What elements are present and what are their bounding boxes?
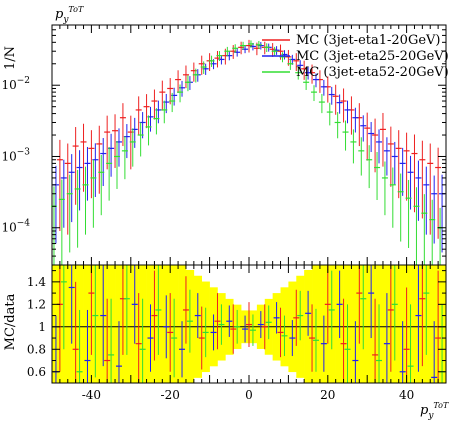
main-y-axis: 10−4 10−3 10−2 [1,24,446,266]
x-tick-label: 40 [399,388,414,402]
ratio-y-tick-label: 0.6 [27,365,46,379]
y-tick-label: 10−2 [1,76,30,92]
ratio-series-3-points [60,265,446,383]
main-panel: 10−4 10−3 10−2 pyToT 1/N MC (3jet-eta1-20G… [1,5,449,266]
ratio-series-1-points [56,265,442,383]
ratio-y-tick-label: 0.8 [27,342,46,356]
x-axis-label: pyToT [420,401,449,421]
ratio-y-tick-label: 1.4 [27,275,46,289]
x-tick-label: 0 [245,388,253,402]
main-y-axis-label: 1/N [3,46,18,70]
ratio-y-tick-label: 1 [38,320,46,334]
ratio-y-axis: 0.6 0.8 1 1.2 1.4 [27,270,446,384]
ratio-y-axis-label: MC/data [3,293,18,350]
main-panel-content [50,39,446,265]
ratio-series-2-points [52,265,438,383]
legend-entry-3: MC (3jet-eta52-20GeV) [296,65,449,80]
legend: MC (3jet-eta1-20GeV)MC (3jet-eta25-20GeV… [262,33,449,80]
legend-entry-1: MC (3jet-eta1-20GeV) [296,33,441,48]
x-axis: -40 -20 0 20 40 [51,25,447,402]
series-3-points [50,40,444,265]
legend-entry-2: MC (3jet-eta25-20GeV) [296,49,449,64]
x-tick-label: 20 [320,388,335,402]
main-panel-title: pyToT [55,5,84,25]
ratio-panel-content [52,265,447,383]
y-tick-label: 10−4 [1,219,30,235]
x-tick-label: -40 [82,388,101,402]
ratio-panel: 0.6 0.8 1 1.2 1.4 -40 -20 0 20 40 MC/data pyToT [3,25,449,421]
series-1-points [56,39,442,239]
x-tick-label: -20 [161,388,180,402]
y-tick-label: 10−3 [1,147,30,163]
ratio-y-tick-label: 1.2 [27,297,46,311]
